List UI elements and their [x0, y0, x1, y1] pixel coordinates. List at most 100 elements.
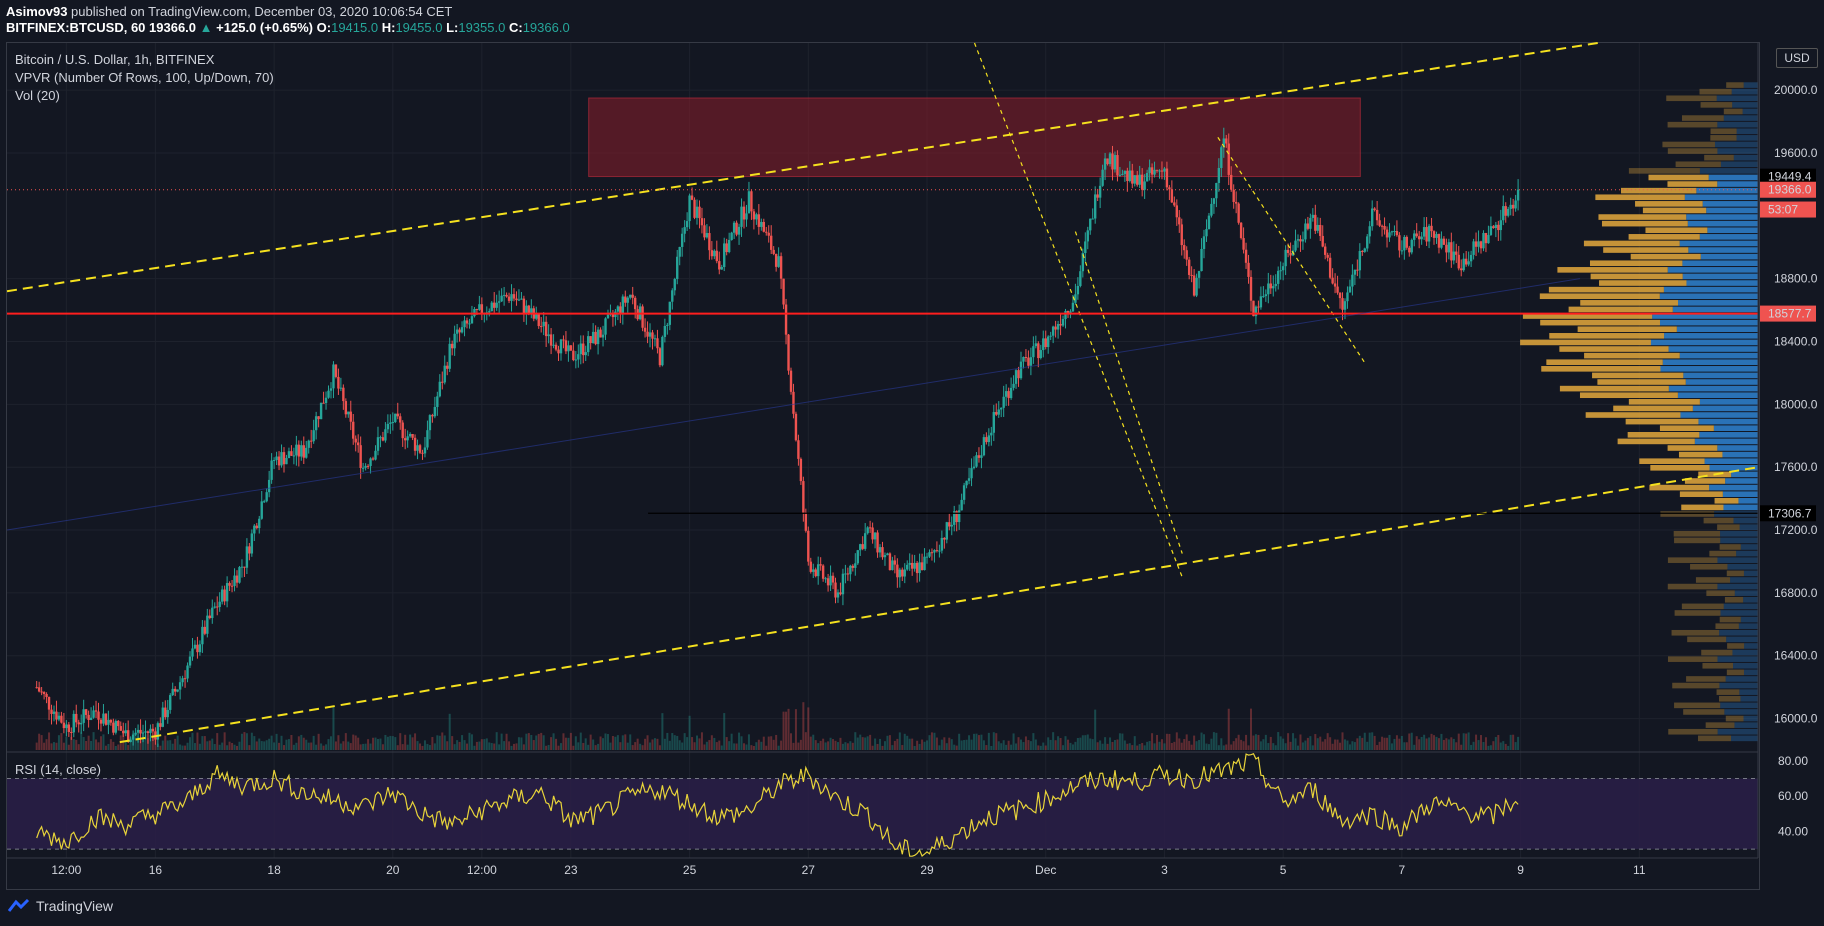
- volume-bar: [666, 732, 669, 750]
- volume-bar: [1054, 740, 1057, 750]
- volume-bar: [1480, 735, 1483, 750]
- candle-body: [685, 221, 689, 228]
- candle-body: [1351, 274, 1354, 287]
- candle-body: [376, 437, 380, 451]
- candle-body: [846, 573, 850, 575]
- candle-body: [1383, 226, 1386, 230]
- volume-bar: [369, 743, 372, 750]
- volume-bar: [312, 735, 315, 750]
- candle-body: [1514, 200, 1517, 209]
- volume-legend[interactable]: Vol (20): [15, 88, 60, 103]
- candle-body: [1175, 205, 1179, 218]
- vpvr-up-bar: [1705, 722, 1735, 728]
- candle-body: [423, 447, 427, 454]
- currency-button[interactable]: USD: [1776, 48, 1818, 68]
- rsi-tick-label: 80.00: [1778, 754, 1808, 768]
- vpvr-down-bar: [1707, 227, 1758, 234]
- candle-body: [762, 221, 765, 232]
- vpvr-up-bar: [1579, 392, 1678, 399]
- candle-body: [107, 719, 110, 725]
- candle-body: [1126, 170, 1129, 181]
- volume-bar: [1111, 741, 1114, 750]
- volume-bar: [372, 737, 375, 750]
- volume-bar: [557, 745, 560, 750]
- candle-body: [1269, 283, 1272, 289]
- volume-bar: [564, 737, 567, 750]
- volume-bar: [973, 733, 976, 750]
- volume-bar: [1383, 737, 1386, 750]
- price-change: +125.0 (+0.65%): [216, 20, 314, 35]
- candle-body: [186, 665, 189, 679]
- volume-bar: [1156, 734, 1159, 750]
- candle-body: [1408, 247, 1411, 253]
- volume-bar: [1334, 739, 1337, 750]
- volume-bar: [802, 702, 805, 750]
- candle-body: [1207, 215, 1211, 230]
- volume-bar: [104, 745, 107, 750]
- volume-bar: [968, 735, 971, 750]
- volume-bar: [990, 745, 993, 750]
- volume-bar: [1296, 745, 1299, 750]
- candle-body: [586, 336, 590, 353]
- vpvr-up-bar: [1674, 610, 1721, 616]
- volume-bar: [1390, 743, 1393, 750]
- volume-bar: [349, 743, 352, 750]
- vpvr-down-bar: [1672, 306, 1758, 313]
- candle-body: [554, 344, 558, 350]
- candle-body: [708, 233, 711, 251]
- up-arrow-icon: ▲: [199, 20, 213, 35]
- candle-body: [352, 421, 355, 439]
- volume-bar: [433, 743, 436, 750]
- volume-bar: [512, 743, 515, 750]
- candle-body: [1225, 138, 1228, 144]
- time-tick-label: 12:00: [467, 863, 497, 877]
- candle-body: [1252, 300, 1255, 317]
- volume-bar: [1366, 741, 1369, 750]
- price-tick-label: 17200.0: [1774, 523, 1818, 537]
- candle-body: [910, 562, 914, 569]
- volume-bar: [1198, 739, 1201, 750]
- candle-body: [403, 438, 407, 441]
- vpvr-down-bar: [1717, 181, 1758, 187]
- time-axis[interactable]: 12:00 16 18 20 12:00 23 25 27 29 Dec 3 5 7 9 11: [51, 863, 1645, 877]
- volume-bar: [1373, 735, 1376, 750]
- volume-bar: [1447, 739, 1450, 750]
- candle-body: [203, 626, 207, 634]
- volume-bars: [35, 702, 1520, 750]
- candle-body: [544, 321, 548, 337]
- publisher-name[interactable]: Asimov93: [6, 4, 68, 19]
- candle-body: [366, 465, 370, 467]
- vpvr-down-bar: [1659, 293, 1758, 300]
- candle-body: [849, 565, 852, 575]
- candle-body: [1000, 407, 1003, 410]
- volume-bar: [354, 735, 357, 750]
- volume-bar: [604, 733, 607, 750]
- volume-bar: [495, 732, 498, 750]
- vpvr-down-bar: [1720, 530, 1758, 537]
- volume-bar: [1257, 734, 1260, 750]
- vpvr-legend[interactable]: VPVR (Number Of Rows, 100, Up/Down, 70): [15, 70, 274, 85]
- volume-bar: [589, 734, 592, 750]
- rsi-legend[interactable]: RSI (14, close): [15, 762, 101, 777]
- vpvr-up-bar: [1642, 207, 1707, 214]
- candle-body: [789, 370, 793, 392]
- volume-bar: [268, 738, 271, 750]
- candle-body: [975, 455, 978, 467]
- volume-bar: [1393, 738, 1396, 750]
- volume-bar: [827, 741, 830, 750]
- candle-body: [876, 532, 879, 553]
- brand-name[interactable]: TradingView: [36, 898, 114, 914]
- candle-body: [965, 480, 968, 486]
- candle-body: [579, 343, 582, 355]
- volume-bar: [1425, 738, 1428, 750]
- candle-body: [196, 644, 199, 653]
- price-axis[interactable]: 20000.0 19600.0 18800.0 18400.0 18000.0 17600…: [1757, 43, 1818, 858]
- candle-body: [114, 720, 118, 733]
- volume-bar: [446, 741, 449, 750]
- volume-bar: [953, 744, 956, 750]
- price-marker-label: 17306.7: [1768, 506, 1812, 520]
- candle-body: [1336, 286, 1339, 293]
- symbol-label[interactable]: BITFINEX:BTCUSD, 60: [6, 20, 146, 35]
- candles: [35, 127, 1520, 748]
